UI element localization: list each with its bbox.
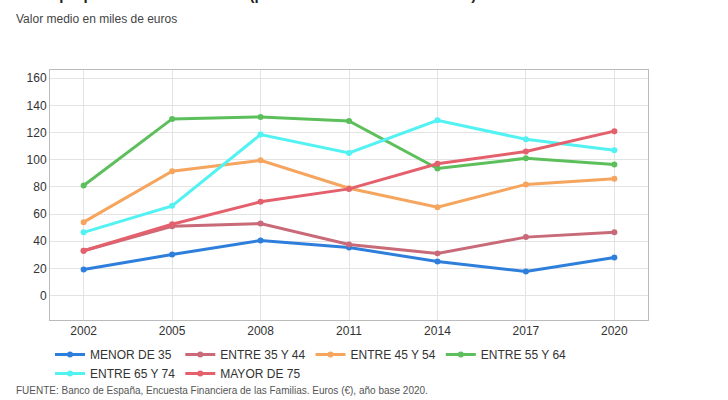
svg-text:ENTRE 35 Y 44: ENTRE 35 Y 44 xyxy=(220,348,305,362)
svg-text:160: 160 xyxy=(27,71,47,85)
svg-text:0: 0 xyxy=(40,289,47,303)
svg-text:MENOR DE 35: MENOR DE 35 xyxy=(90,348,172,362)
svg-text:140: 140 xyxy=(27,99,47,113)
svg-text:2005: 2005 xyxy=(159,324,186,338)
svg-text:2008: 2008 xyxy=(247,324,274,338)
svg-text:2002: 2002 xyxy=(70,324,97,338)
svg-text:ENTRE 55 Y 64: ENTRE 55 Y 64 xyxy=(481,348,566,362)
svg-text:FUENTE: Banco de España, Encue: FUENTE: Banco de España, Encuesta Financ… xyxy=(16,385,428,396)
svg-text:40: 40 xyxy=(33,234,47,248)
svg-text:2020: 2020 xyxy=(601,324,628,338)
svg-text:ENTRE 45 Y 54: ENTRE 45 Y 54 xyxy=(351,348,436,362)
svg-text:2017: 2017 xyxy=(513,324,540,338)
svg-text:2011: 2011 xyxy=(336,324,362,338)
svg-text:20: 20 xyxy=(33,262,47,276)
svg-text:80: 80 xyxy=(33,180,47,194)
svg-text:Otras propiedades inmobiliaria: Otras propiedades inmobiliarias (por eda… xyxy=(16,0,476,3)
svg-text:2014: 2014 xyxy=(424,324,451,338)
svg-text:ENTRE 65 Y 74: ENTRE 65 Y 74 xyxy=(90,367,175,381)
svg-text:MAYOR DE 75: MAYOR DE 75 xyxy=(220,367,300,381)
svg-text:100: 100 xyxy=(27,153,47,167)
svg-text:60: 60 xyxy=(33,207,47,221)
svg-text:120: 120 xyxy=(27,126,47,140)
svg-text:Valor medio en miles de euros: Valor medio en miles de euros xyxy=(16,12,177,26)
